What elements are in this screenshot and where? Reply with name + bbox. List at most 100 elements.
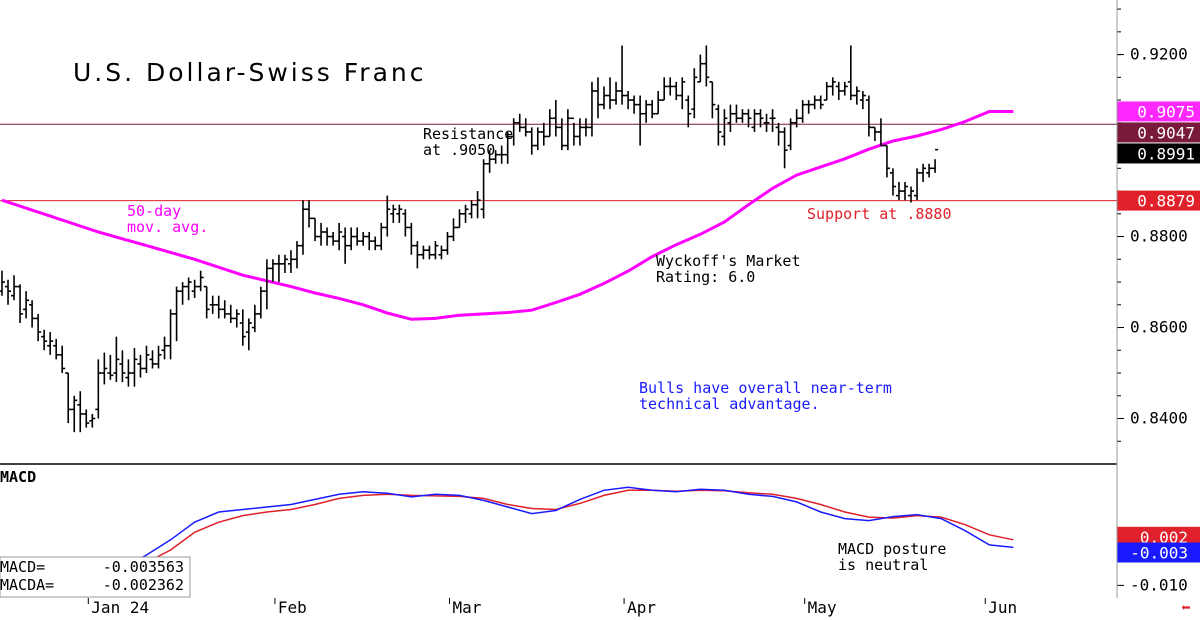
macd-value-tags: 0.002-0.003 <box>1117 526 1200 563</box>
ohlc-bar <box>613 81 620 105</box>
ohlc-bar <box>637 95 644 146</box>
ohlc-bar <box>83 409 90 428</box>
ohlc-bar <box>865 95 872 137</box>
ohlc-bar <box>510 118 517 146</box>
ohlc-bar <box>143 345 150 374</box>
ohlc-bar <box>372 236 379 251</box>
ohlc-bar <box>23 291 30 319</box>
macd-panel-title: MACD <box>0 468 36 486</box>
ohlc-bar <box>877 118 884 147</box>
ohlc-bar <box>263 259 270 310</box>
ohlc-bar <box>137 354 144 378</box>
moving-average-line <box>1 110 1014 321</box>
ohlc-bar <box>444 232 451 255</box>
ohlc-bar <box>29 300 36 328</box>
ohlc-bar <box>492 150 499 164</box>
ohlc-bar <box>793 109 800 128</box>
ohlc-bar <box>414 241 421 269</box>
ohlc-bar <box>396 204 403 223</box>
ohlc-bar <box>185 277 192 301</box>
ohlc-bar <box>11 275 18 301</box>
ohlc-bar <box>227 304 234 323</box>
ohlc-bar <box>420 245 427 260</box>
macd-readout-label: MACD= <box>0 558 45 576</box>
ohlc-bar <box>558 118 565 151</box>
ohlc-bar <box>59 345 66 374</box>
price-tag-box <box>1117 122 1200 143</box>
ohlc-bar <box>179 282 186 305</box>
ohlc-bar <box>582 118 589 137</box>
ohlc-bar <box>498 145 505 164</box>
macd-line <box>1 486 1014 571</box>
ohlc-bar <box>811 95 818 110</box>
macd-readout-value: -0.003563 <box>103 558 184 576</box>
ohlc-bar <box>245 318 252 351</box>
macd-tick-label: -0.010 <box>1130 575 1188 594</box>
price-tag-label: 0.9047 <box>1137 123 1195 142</box>
ohlc-bar <box>781 127 788 169</box>
ohlc-bar <box>47 332 54 355</box>
scroll-right-arrow-icon[interactable]: ⬅ <box>1181 598 1191 617</box>
x-axis-label: Jan 24 <box>91 598 149 617</box>
ohlc-bar <box>354 227 361 246</box>
ohlc-bar <box>528 127 535 155</box>
ohlc-bar <box>215 295 222 319</box>
ohlc-bar <box>438 245 445 260</box>
x-axis-label: Mar <box>453 598 482 617</box>
price-bars <box>0 45 939 433</box>
ohlc-bar <box>95 359 102 419</box>
ohlc-bar <box>468 200 475 219</box>
ohlc-bar <box>462 204 469 223</box>
ohlc-bar <box>209 295 216 314</box>
ohlc-bar <box>601 86 607 110</box>
ohlc-bar <box>932 148 939 173</box>
ohlc-bar <box>312 217 319 242</box>
ohlc-bar <box>77 391 84 433</box>
price-tag-label: 0.9075 <box>1137 102 1195 121</box>
resistance-label: Resistance at .9050 <box>423 125 513 159</box>
ohlc-bar <box>456 209 463 229</box>
ohlc-bar <box>703 45 710 87</box>
ohlc-bar <box>709 81 716 119</box>
ohlc-bar <box>631 95 638 114</box>
ohlc-bar <box>384 195 391 237</box>
price-tag-label: 0.8991 <box>1137 144 1195 163</box>
moving-average-label: 50-day mov. avg. <box>127 202 208 236</box>
ohlc-bar <box>432 241 439 260</box>
ohlc-bar <box>71 395 78 433</box>
ohlc-bar <box>594 77 601 119</box>
ohlc-bar <box>233 309 240 328</box>
ohlc-bar <box>516 113 523 132</box>
ohlc-bar <box>17 284 24 323</box>
ohlc-bar <box>926 163 933 178</box>
ohlc-bar <box>546 109 553 138</box>
ohlc-bar <box>155 345 162 369</box>
ohlc-bar <box>739 109 746 123</box>
ohlc-bar <box>342 227 349 264</box>
ohlc-bar <box>679 77 686 110</box>
ohlc-bar <box>149 350 156 369</box>
ohlc-bar <box>408 222 415 255</box>
price-tick-label: 0.9200 <box>1130 45 1188 64</box>
ohlc-bar <box>763 113 770 132</box>
ohlc-bar <box>841 81 848 96</box>
ohlc-bar <box>107 354 114 380</box>
macda-readout-value: -0.002362 <box>103 576 184 594</box>
price-tag-box <box>1117 143 1200 164</box>
ohlc-bar <box>287 250 294 273</box>
ohlc-bar <box>504 131 511 164</box>
ohlc-bar <box>125 359 132 387</box>
ohlc-bar <box>552 100 559 137</box>
ohlc-bar <box>89 413 96 428</box>
x-axis-label: Apr <box>627 598 656 617</box>
ohlc-bar <box>486 150 493 173</box>
ohlc-bar <box>823 81 830 101</box>
price-panel: U.S. Dollar-Swiss Franc Resistance at .90… <box>0 8 1200 442</box>
ohlc-bar <box>167 309 174 360</box>
ohlc-bar <box>534 127 541 151</box>
ohlc-bar <box>360 232 367 246</box>
price-tag-box <box>1117 190 1200 211</box>
macda-line <box>1 489 1014 570</box>
